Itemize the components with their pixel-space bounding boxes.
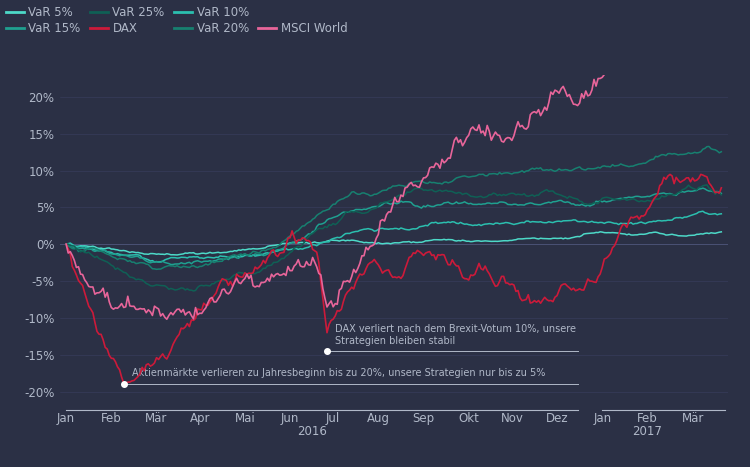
Text: 2016: 2016 <box>297 425 326 438</box>
Text: Aktienmärkte verlieren zu Jahresbeginn bis zu 20%, unsere Strategien nur bis zu : Aktienmärkte verlieren zu Jahresbeginn b… <box>132 368 545 378</box>
Legend: VaR 5%, VaR 15%, VaR 25%, DAX, VaR 10%, VaR 20%, , MSCI World: VaR 5%, VaR 15%, VaR 25%, DAX, VaR 10%, … <box>6 6 347 35</box>
Text: 2017: 2017 <box>632 425 662 438</box>
Text: DAX verliert nach dem Brexit-Votum 10%, unsere
Strategien bleiben stabil: DAX verliert nach dem Brexit-Votum 10%, … <box>335 324 576 346</box>
